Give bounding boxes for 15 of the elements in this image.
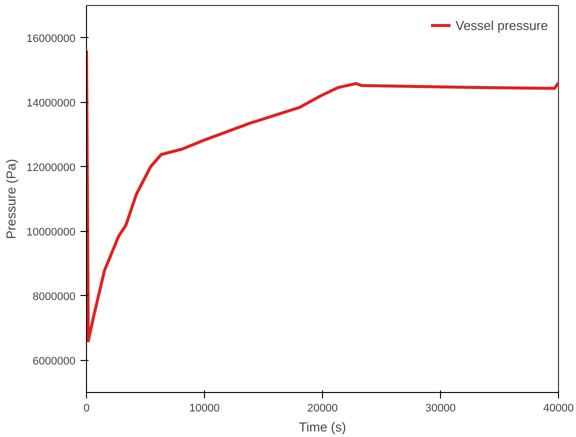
y-tick-label: 8000000 [32,290,76,303]
x-tick-label: 30000 [425,402,456,414]
y-tick-label: 10000000 [26,226,76,238]
line-series [86,49,558,342]
legend-label: Vessel pressure [456,18,548,32]
y-tick-label: 14000000 [26,97,76,110]
x-axis-title: Time (s) [298,420,346,434]
x-tick-label: 20000 [307,402,338,414]
y-tick-label: 6000000 [32,355,76,368]
x-tick-label: 10000 [189,402,220,414]
y-tick-label: 16000000 [26,32,76,45]
y-tick-label: 12000000 [26,162,76,174]
x-tick-label: 40000 [543,402,574,414]
x-tick-label: 0 [83,402,90,414]
y-axis-title: Pressure (Pa) [4,158,19,240]
